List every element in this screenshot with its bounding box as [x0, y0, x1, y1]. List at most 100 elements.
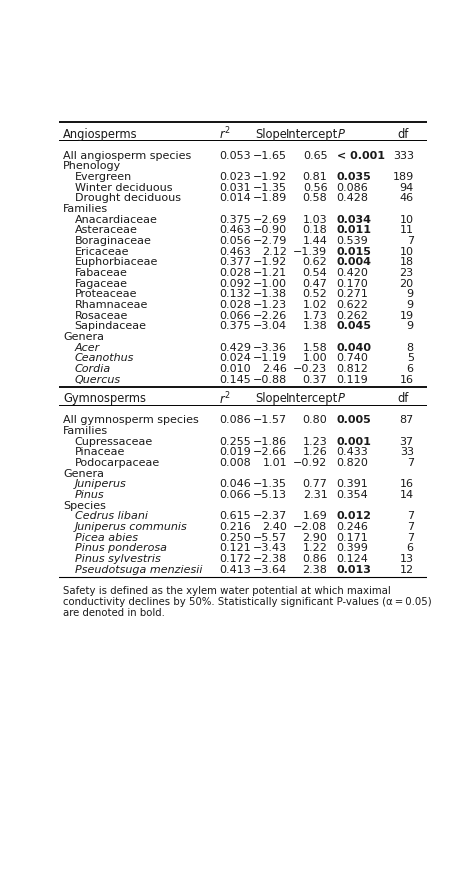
Text: Juniperus communis: Juniperus communis	[75, 522, 187, 532]
Text: −1.21: −1.21	[253, 268, 287, 278]
Text: −5.57: −5.57	[253, 532, 287, 543]
Text: 0.121: 0.121	[219, 544, 251, 553]
Text: 6: 6	[407, 544, 414, 553]
Text: 2.31: 2.31	[303, 490, 328, 500]
Text: 0.428: 0.428	[337, 194, 369, 203]
Text: Phenology: Phenology	[63, 161, 121, 171]
Text: 0.124: 0.124	[337, 554, 368, 564]
Text: 1.73: 1.73	[303, 310, 328, 321]
Text: 0.045: 0.045	[337, 322, 372, 332]
Text: −1.86: −1.86	[253, 437, 287, 446]
Text: −2.37: −2.37	[253, 511, 287, 521]
Text: Pinus ponderosa: Pinus ponderosa	[75, 544, 167, 553]
Text: −3.64: −3.64	[253, 565, 287, 574]
Text: 0.262: 0.262	[337, 310, 368, 321]
Text: 0.023: 0.023	[219, 172, 251, 182]
Text: 1.01: 1.01	[263, 458, 287, 468]
Text: 0.034: 0.034	[337, 215, 372, 225]
Text: 0.47: 0.47	[302, 279, 328, 289]
Text: 0.170: 0.170	[337, 279, 368, 289]
Text: 10: 10	[400, 246, 414, 257]
Text: 0.56: 0.56	[303, 182, 328, 193]
Text: −1.65: −1.65	[253, 151, 287, 160]
Text: Slope: Slope	[255, 128, 287, 141]
Text: 0.056: 0.056	[219, 236, 251, 246]
Text: Ceanothus: Ceanothus	[75, 353, 134, 363]
Text: 10: 10	[400, 215, 414, 225]
Text: 0.820: 0.820	[337, 458, 368, 468]
Text: −1.39: −1.39	[293, 246, 328, 257]
Text: 1.69: 1.69	[303, 511, 328, 521]
Text: −0.23: −0.23	[293, 364, 328, 374]
Text: 0.255: 0.255	[219, 437, 251, 446]
Text: 0.433: 0.433	[337, 447, 368, 457]
Text: 0.019: 0.019	[219, 447, 251, 457]
Text: 1.00: 1.00	[303, 353, 328, 363]
Text: Intercept: Intercept	[285, 393, 338, 405]
Text: 5: 5	[407, 353, 414, 363]
Text: 0.008: 0.008	[219, 458, 251, 468]
Text: 7: 7	[407, 532, 414, 543]
Text: 13: 13	[400, 554, 414, 564]
Text: 333: 333	[393, 151, 414, 160]
Text: 0.086: 0.086	[337, 182, 368, 193]
Text: 0.37: 0.37	[303, 374, 328, 385]
Text: 11: 11	[400, 225, 414, 235]
Text: −1.92: −1.92	[253, 172, 287, 182]
Text: All gymnosperm species: All gymnosperm species	[63, 416, 199, 425]
Text: Ericaceae: Ericaceae	[75, 246, 129, 257]
Text: −2.26: −2.26	[253, 310, 287, 321]
Text: 0.62: 0.62	[303, 258, 328, 267]
Text: 1.23: 1.23	[303, 437, 328, 446]
Text: 0.171: 0.171	[337, 532, 368, 543]
Text: 46: 46	[400, 194, 414, 203]
Text: 0.52: 0.52	[303, 289, 328, 299]
Text: Quercus: Quercus	[75, 374, 121, 385]
Text: −1.89: −1.89	[253, 194, 287, 203]
Text: 0.092: 0.092	[219, 279, 251, 289]
Text: 9: 9	[407, 289, 414, 299]
Text: Podocarpaceae: Podocarpaceae	[75, 458, 160, 468]
Text: 0.399: 0.399	[337, 544, 368, 553]
Text: 0.86: 0.86	[303, 554, 328, 564]
Text: 0.539: 0.539	[337, 236, 368, 246]
Text: 8: 8	[407, 343, 414, 353]
Text: −1.38: −1.38	[253, 289, 287, 299]
Text: $r^2$: $r^2$	[219, 390, 231, 407]
Text: −0.88: −0.88	[253, 374, 287, 385]
Text: 33: 33	[400, 447, 414, 457]
Text: 0.011: 0.011	[337, 225, 372, 235]
Text: 7: 7	[407, 236, 414, 246]
Text: Families: Families	[63, 426, 108, 436]
Text: 0.377: 0.377	[219, 258, 251, 267]
Text: 2.46: 2.46	[262, 364, 287, 374]
Text: −1.35: −1.35	[253, 182, 287, 193]
Text: Sapindaceae: Sapindaceae	[75, 322, 146, 332]
Text: 12: 12	[400, 565, 414, 574]
Text: 189: 189	[392, 172, 414, 182]
Text: 0.216: 0.216	[219, 522, 251, 532]
Text: 0.463: 0.463	[219, 246, 251, 257]
Text: 0.740: 0.740	[337, 353, 368, 363]
Text: Evergreen: Evergreen	[75, 172, 132, 182]
Text: df: df	[398, 393, 409, 405]
Text: 37: 37	[400, 437, 414, 446]
Text: 14: 14	[400, 490, 414, 500]
Text: 0.012: 0.012	[337, 511, 372, 521]
Text: 0.391: 0.391	[337, 480, 368, 489]
Text: 0.622: 0.622	[337, 300, 368, 310]
Text: 2.90: 2.90	[302, 532, 328, 543]
Text: 16: 16	[400, 480, 414, 489]
Text: 0.066: 0.066	[219, 310, 251, 321]
Text: Boraginaceae: Boraginaceae	[75, 236, 152, 246]
Text: 0.013: 0.013	[337, 565, 372, 574]
Text: 0.086: 0.086	[219, 416, 251, 425]
Text: 1.02: 1.02	[303, 300, 328, 310]
Text: 0.015: 0.015	[337, 246, 372, 257]
Text: Cedrus libani: Cedrus libani	[75, 511, 148, 521]
Text: 0.028: 0.028	[219, 300, 251, 310]
Text: −2.69: −2.69	[253, 215, 287, 225]
Text: 0.271: 0.271	[337, 289, 368, 299]
Text: 0.046: 0.046	[219, 480, 251, 489]
Text: Species: Species	[63, 501, 106, 510]
